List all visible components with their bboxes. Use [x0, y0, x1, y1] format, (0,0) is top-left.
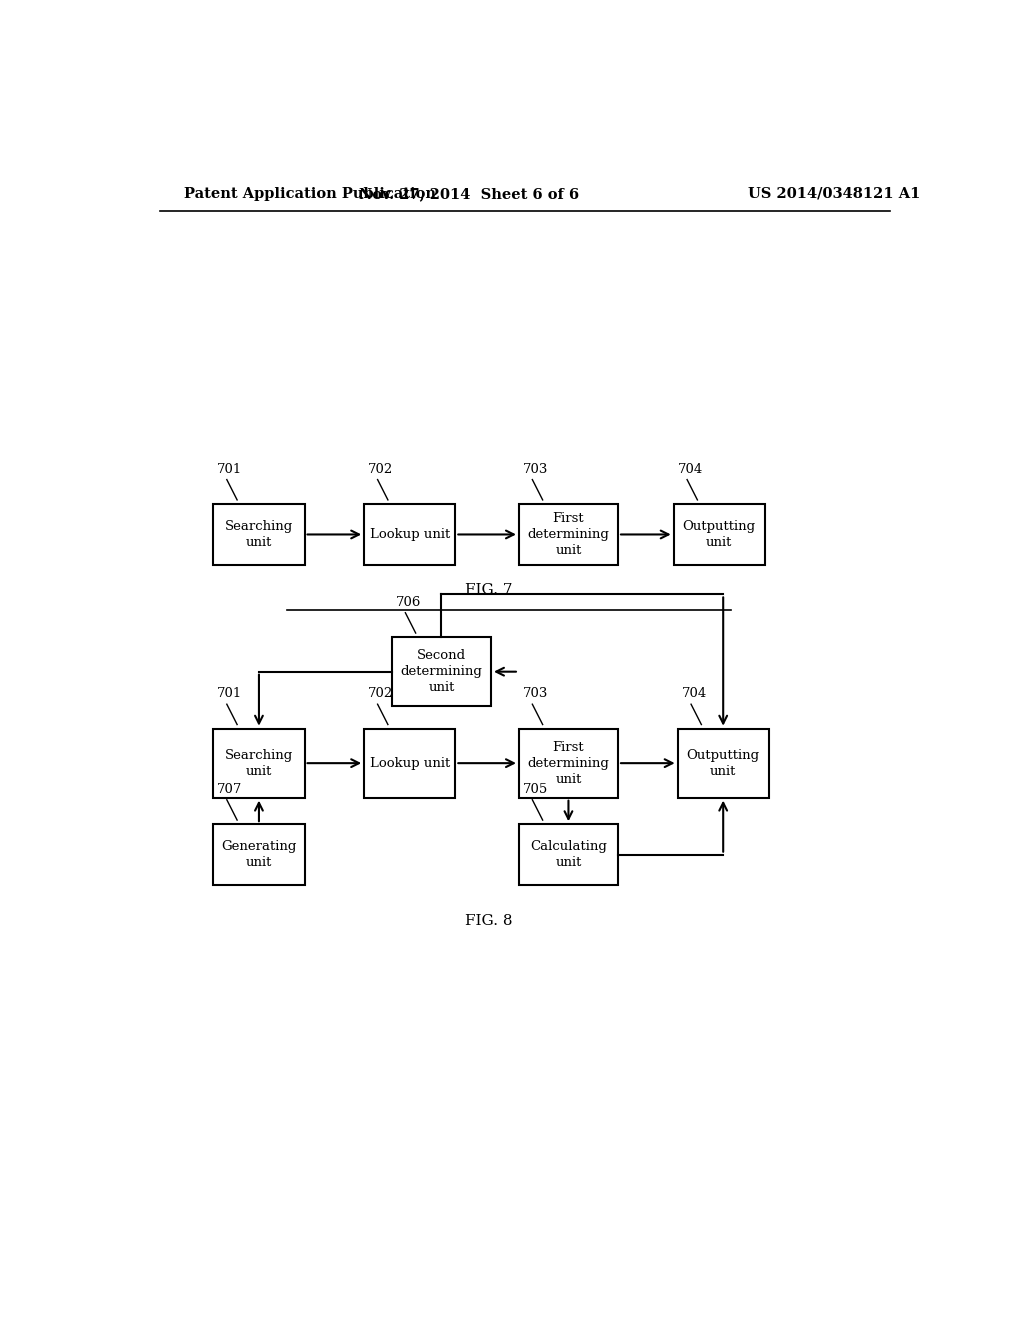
Text: 702: 702	[368, 688, 393, 700]
Bar	[519, 729, 618, 797]
Bar	[213, 729, 304, 797]
Text: 705: 705	[523, 783, 548, 796]
Text: Lookup unit: Lookup unit	[370, 756, 450, 770]
Bar	[365, 504, 456, 565]
Text: US 2014/0348121 A1: US 2014/0348121 A1	[749, 187, 921, 201]
Text: 701: 701	[217, 688, 243, 700]
Text: 703: 703	[523, 462, 548, 475]
Text: First
determining
unit: First determining unit	[527, 741, 609, 785]
Text: Outputting
unit: Outputting unit	[687, 748, 760, 777]
Bar	[213, 504, 304, 565]
Text: First
determining
unit: First determining unit	[527, 512, 609, 557]
Text: 702: 702	[368, 462, 393, 475]
Text: Outputting
unit: Outputting unit	[683, 520, 756, 549]
Text: 704: 704	[682, 688, 707, 700]
Text: Lookup unit: Lookup unit	[370, 528, 450, 541]
Text: 704: 704	[678, 462, 702, 475]
Text: 703: 703	[523, 688, 548, 700]
Text: 707: 707	[217, 783, 243, 796]
Text: Second
determining
unit: Second determining unit	[400, 649, 482, 694]
Text: 706: 706	[396, 595, 421, 609]
Bar	[213, 824, 304, 886]
Text: Searching
unit: Searching unit	[225, 520, 293, 549]
Bar	[678, 729, 769, 797]
Bar	[392, 638, 492, 706]
Text: FIG. 8: FIG. 8	[465, 913, 513, 928]
Text: FIG. 7: FIG. 7	[465, 583, 513, 598]
Text: Generating
unit: Generating unit	[221, 840, 297, 869]
Text: Calculating
unit: Calculating unit	[530, 840, 607, 869]
Bar	[365, 729, 456, 797]
Text: Nov. 27, 2014  Sheet 6 of 6: Nov. 27, 2014 Sheet 6 of 6	[359, 187, 580, 201]
Bar	[674, 504, 765, 565]
Bar	[519, 824, 618, 886]
Text: Searching
unit: Searching unit	[225, 748, 293, 777]
Text: Patent Application Publication: Patent Application Publication	[183, 187, 435, 201]
Bar	[519, 504, 618, 565]
Text: 701: 701	[217, 462, 243, 475]
